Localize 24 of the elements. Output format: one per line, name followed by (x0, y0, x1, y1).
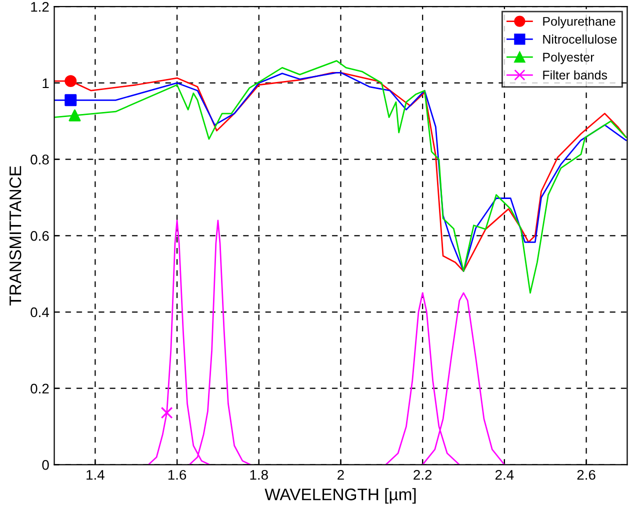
point (64, 75, 77, 88)
y-tick-label: 1.2 (31, 2, 49, 12)
point (64, 94, 77, 106)
x-tick-label: 2.4 (495, 470, 514, 480)
y-tick-label: 0 (42, 460, 49, 470)
point (160, 406, 173, 419)
x-tick-label: 2.6 (577, 470, 596, 480)
x-tick-label: 1.4 (86, 470, 104, 480)
x-tick-label: 2.2 (414, 470, 432, 480)
y-tick-label: 0.4 (30, 307, 49, 318)
y-tick-label: 0.2 (30, 384, 49, 394)
x-tick-label: 2 (338, 470, 344, 480)
x-tick-label: 1.8 (250, 470, 268, 480)
x-tick-label: 1.6 (168, 470, 186, 480)
y-axis-title: TRANSMITTANCE (9, 166, 22, 306)
y-tick-label: 0.8 (30, 154, 49, 164)
y-tick-label: 1 (42, 78, 49, 88)
x-axis-title: WAVELENGTH [µm] (264, 488, 416, 504)
y-tick-label: 0.6 (30, 231, 49, 241)
legend-label: Filter bands (543, 70, 608, 80)
legend-label: Polyurethane (543, 16, 616, 28)
legend-label: Nitrocellulose (543, 34, 617, 44)
legend-label: Polyester (543, 52, 594, 64)
point (68, 109, 81, 122)
